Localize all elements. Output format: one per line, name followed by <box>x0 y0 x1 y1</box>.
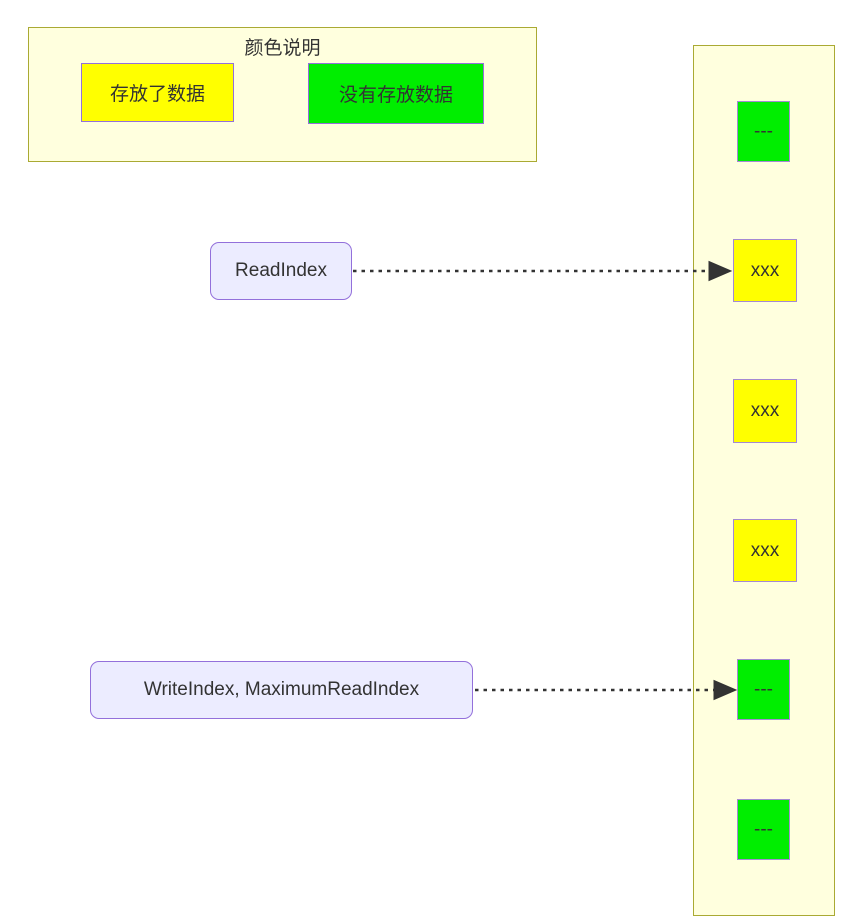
buffer-cell: xxx <box>733 239 797 302</box>
write-index-label: WriteIndex, MaximumReadIndex <box>143 679 420 700</box>
buffer-cell: --- <box>737 799 790 860</box>
legend-box: 颜色说明 存放了数据 没有存放数据 <box>28 27 537 162</box>
read-index-node: ReadIndex <box>210 242 352 300</box>
buffer-cell: xxx <box>733 379 797 443</box>
legend-swatch-filled: 存放了数据 <box>81 63 234 122</box>
read-index-label: ReadIndex <box>235 260 327 281</box>
buffer-cell: --- <box>737 101 790 162</box>
buffer-cell: xxx <box>733 519 797 582</box>
read-index-arrow <box>353 260 733 282</box>
legend-label-empty: 没有存放数据 <box>338 85 453 106</box>
legend-label-filled: 存放了数据 <box>109 84 205 105</box>
write-index-node: WriteIndex, MaximumReadIndex <box>90 661 473 719</box>
legend-title: 颜色说明 <box>244 38 321 59</box>
buffer-cell: --- <box>737 659 790 720</box>
buffer-column <box>693 45 835 916</box>
legend-swatch-empty: 没有存放数据 <box>308 63 484 124</box>
